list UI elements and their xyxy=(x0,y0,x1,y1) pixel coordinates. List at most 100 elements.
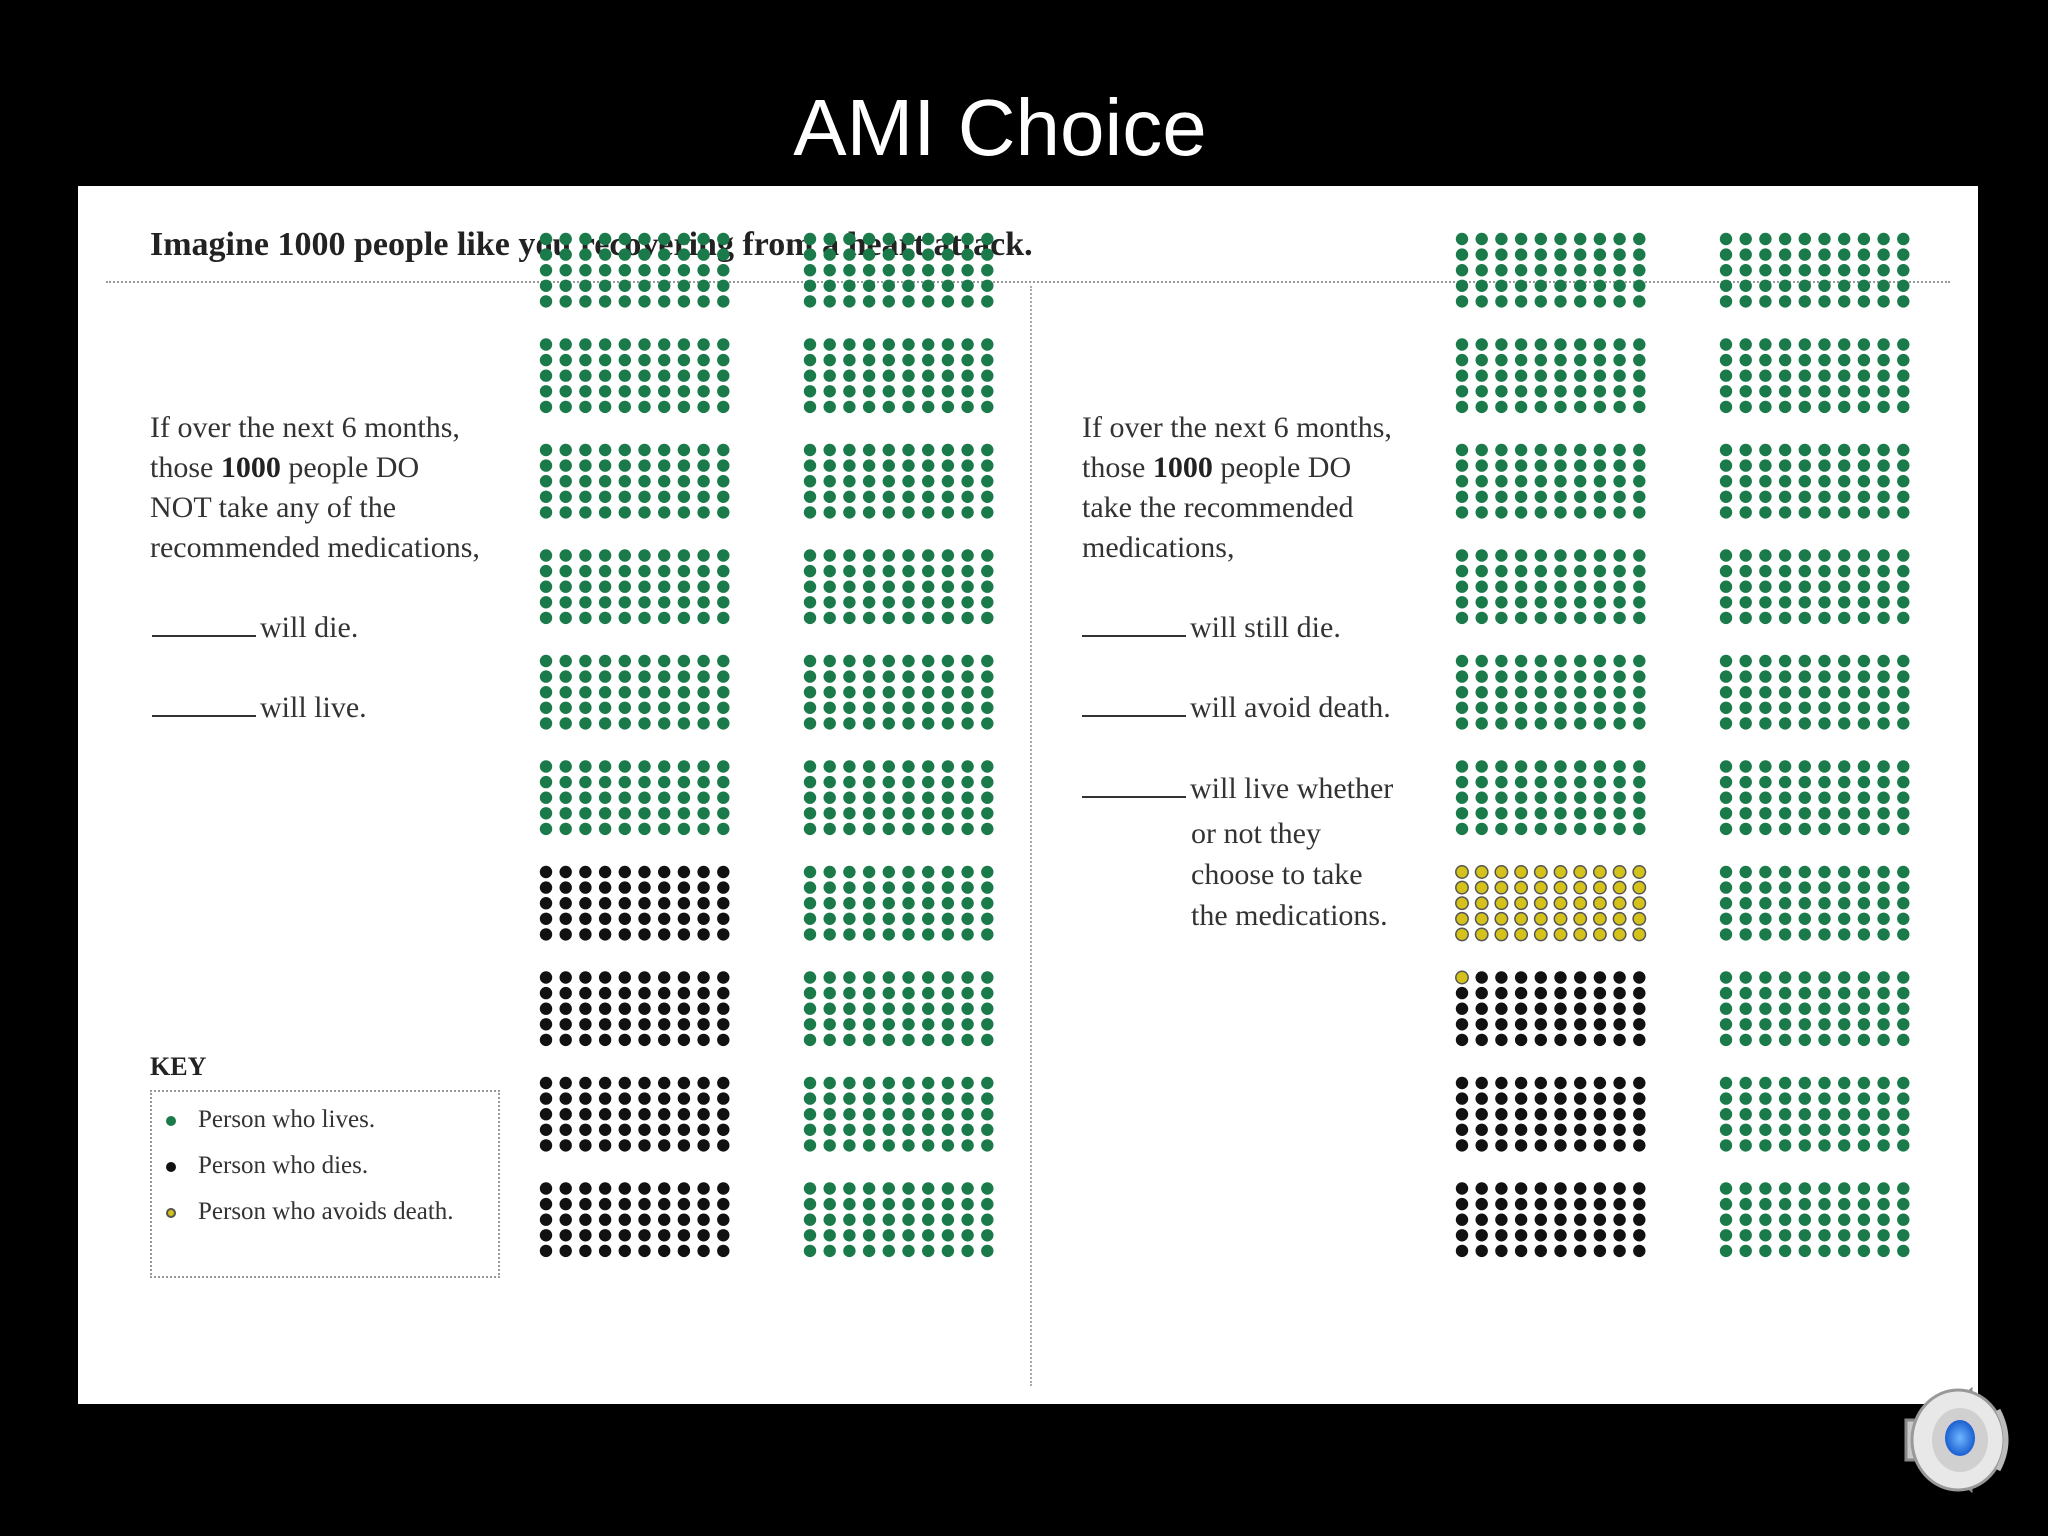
person-lives-dot xyxy=(1613,760,1626,773)
person-dies-dot xyxy=(638,1092,651,1105)
person-lives-dot xyxy=(1719,443,1733,457)
person-lives-dot xyxy=(843,1229,856,1242)
person-lives-dot xyxy=(862,807,876,820)
person-lives-dot xyxy=(1719,986,1733,1000)
person-lives-dot xyxy=(843,1018,856,1031)
person-avoids-dot xyxy=(1553,880,1568,895)
person-lives-dot xyxy=(1514,279,1528,292)
person-lives-dot xyxy=(1475,279,1488,292)
person-lives-dot xyxy=(638,295,651,308)
person-lives-dot xyxy=(961,564,974,578)
person-lives-dot xyxy=(559,338,572,351)
person-avoids-dot xyxy=(1612,911,1627,926)
person-lives-dot xyxy=(843,1092,856,1105)
person-lives-dot xyxy=(1798,807,1812,820)
person-lives-dot xyxy=(1897,1018,1910,1031)
person-lives-dot xyxy=(1778,1197,1792,1211)
person-dies-dot xyxy=(1534,1182,1548,1195)
person-lives-dot xyxy=(1475,400,1488,414)
person-lives-dot xyxy=(1759,506,1772,519)
person-lives-dot xyxy=(1719,506,1733,519)
person-dies-dot xyxy=(539,971,553,984)
person-lives-dot xyxy=(1633,807,1646,820)
person-lives-dot xyxy=(598,807,612,820)
person-lives-dot xyxy=(941,701,955,714)
person-lives-dot xyxy=(1818,760,1831,773)
person-lives-dot xyxy=(1739,928,1752,941)
continuation-line-2: or not they xyxy=(1191,817,1321,850)
person-lives-dot xyxy=(1818,1033,1831,1047)
person-avoids-dot xyxy=(1514,896,1529,911)
person-lives-dot xyxy=(1818,1123,1831,1136)
person-lives-dot xyxy=(961,596,974,609)
person-lives-dot xyxy=(1897,1033,1910,1047)
speaker-icon[interactable] xyxy=(1896,1380,2026,1500)
person-lives-dot xyxy=(1877,654,1890,668)
person-lives-dot xyxy=(1633,475,1646,488)
person-lives-dot xyxy=(1877,385,1890,398)
person-dies-dot xyxy=(539,1123,553,1136)
person-lives-dot xyxy=(1455,822,1469,836)
person-lives-dot xyxy=(882,459,895,472)
person-lives-dot xyxy=(677,279,691,292)
person-lives-dot xyxy=(902,717,915,730)
person-lives-dot xyxy=(1818,1139,1831,1152)
person-lives-dot xyxy=(1838,1002,1851,1015)
person-lives-dot xyxy=(1778,580,1792,593)
person-lives-dot xyxy=(1877,760,1890,773)
person-lives-dot xyxy=(559,670,572,683)
person-lives-dot xyxy=(658,596,671,609)
person-dies-dot xyxy=(1574,1213,1587,1226)
person-lives-dot xyxy=(1838,1108,1851,1121)
person-dies-dot xyxy=(677,1229,691,1242)
person-lives-dot xyxy=(1857,1108,1871,1121)
person-lives-dot xyxy=(902,1197,915,1211)
person-lives-dot xyxy=(1759,580,1772,593)
person-dies-dot xyxy=(717,912,730,925)
person-lives-dot xyxy=(1857,1244,1871,1258)
person-dies-dot xyxy=(1593,1244,1607,1258)
person-lives-dot xyxy=(618,717,631,730)
person-dies-dot xyxy=(677,1018,691,1031)
person-dies-dot xyxy=(579,897,592,910)
person-lives-dot xyxy=(843,490,856,503)
person-dies-dot xyxy=(1593,1229,1607,1242)
key-row-dies: Person who dies. xyxy=(166,1152,368,1180)
person-dies-dot xyxy=(697,1244,710,1258)
person-lives-dot xyxy=(803,1092,817,1105)
person-lives-dot xyxy=(922,928,935,941)
person-dies-dot xyxy=(559,1108,572,1121)
person-lives-dot xyxy=(1574,459,1587,472)
person-lives-dot xyxy=(638,385,651,398)
person-lives-dot xyxy=(1838,549,1851,562)
person-lives-dot xyxy=(1798,506,1812,519)
person-dies-dot xyxy=(598,1076,612,1090)
person-lives-dot xyxy=(1739,971,1752,984)
person-lives-dot xyxy=(1759,1033,1772,1047)
person-lives-dot xyxy=(862,670,876,683)
person-lives-dot xyxy=(1739,1076,1752,1090)
person-lives-dot xyxy=(882,686,895,699)
person-lives-dot xyxy=(961,506,974,519)
person-lives-dot xyxy=(1554,670,1567,683)
person-lives-dot xyxy=(843,1197,856,1211)
person-avoids-dot xyxy=(1612,865,1627,879)
person-lives-dot xyxy=(1534,701,1548,714)
person-lives-dot xyxy=(697,459,710,472)
person-lives-dot xyxy=(961,1033,974,1047)
person-dies-dot xyxy=(579,1002,592,1015)
person-lives-dot xyxy=(1593,459,1607,472)
person-lives-dot xyxy=(1475,549,1488,562)
person-lives-dot xyxy=(803,881,817,894)
person-lives-dot xyxy=(539,490,553,503)
person-dies-dot xyxy=(579,1076,592,1090)
person-lives-dot xyxy=(697,232,710,246)
person-lives-dot xyxy=(677,701,691,714)
person-lives-dot xyxy=(1857,1229,1871,1242)
person-lives-dot xyxy=(1838,1076,1851,1090)
person-lives-dot xyxy=(1778,717,1792,730)
person-lives-dot xyxy=(961,1076,974,1090)
person-dies-dot xyxy=(1593,1018,1607,1031)
person-lives-dot xyxy=(1759,385,1772,398)
person-lives-dot xyxy=(961,1229,974,1242)
